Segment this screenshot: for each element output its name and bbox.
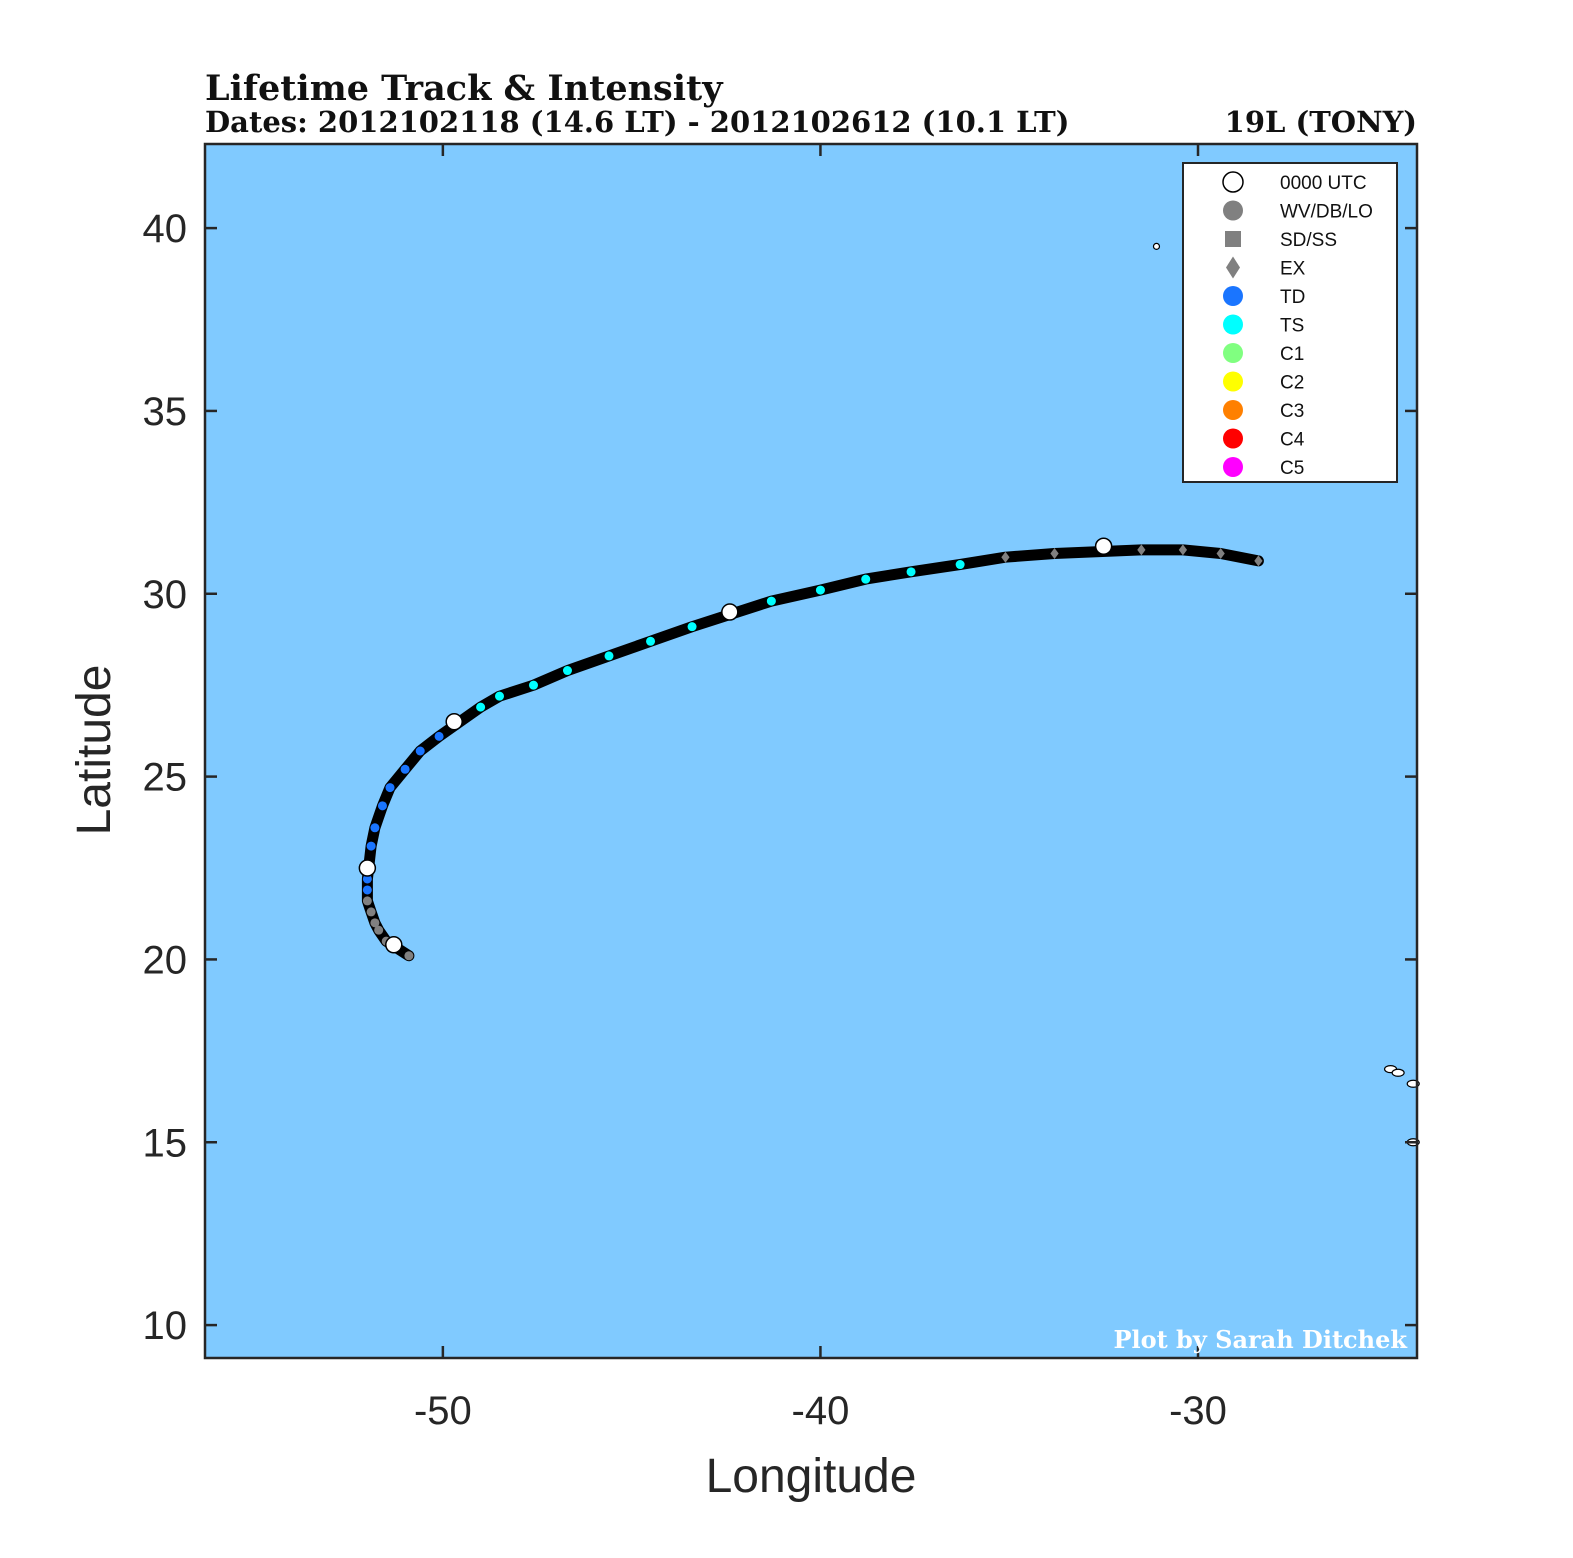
legend-label-4: TD xyxy=(1280,287,1305,308)
map-dates-subtitle: Dates: 2012102118 (14.6 LT) - 2012102612… xyxy=(205,105,1069,139)
track-point-ts-20 xyxy=(646,636,656,646)
map-title: Lifetime Track & Intensity xyxy=(205,68,724,109)
track-point-ex-30 xyxy=(1178,544,1188,556)
legend-marker-0 xyxy=(1222,171,1244,193)
track-point-ts-26 xyxy=(955,560,965,570)
plot-credit: Plot by Sarah Ditchek xyxy=(1113,1325,1408,1354)
legend-label-2: SD/SS xyxy=(1280,230,1337,251)
y-tick-label-0: 10 xyxy=(143,1304,188,1348)
utc0000-points-layer xyxy=(358,537,1113,954)
y-tick-label-6: 40 xyxy=(143,207,188,251)
storm-name: 19L (TONY) xyxy=(1225,105,1417,139)
track-points-layer xyxy=(362,544,1263,961)
track-point-td-13 xyxy=(415,746,425,756)
track-point-lo-5 xyxy=(362,896,372,906)
track-point-ex-27 xyxy=(1001,551,1010,563)
track-point-td-6 xyxy=(362,885,372,895)
track-point-td-10 xyxy=(377,801,387,811)
legend-marker-5 xyxy=(1223,314,1243,335)
track-point-ts-16 xyxy=(495,691,505,701)
y-axis-label: Latitude xyxy=(68,665,121,836)
legend-marker-4 xyxy=(1223,286,1243,306)
utc0000-point-2 xyxy=(445,712,463,731)
legend-label-10: C5 xyxy=(1280,458,1304,479)
utc0000-point-1 xyxy=(358,859,377,877)
legend-label-7: C2 xyxy=(1280,373,1304,394)
track-point-ex-28 xyxy=(1050,548,1059,560)
track-point-ts-24 xyxy=(861,574,871,584)
legend-marker-8 xyxy=(1223,400,1243,420)
track-point-lo-2 xyxy=(374,925,384,935)
track-point-ts-25 xyxy=(906,567,916,577)
island-0 xyxy=(1152,242,1161,250)
legend-marker-7 xyxy=(1223,371,1243,392)
map-legend: 0000 UTC WV/DB/LO SD/SS EX TD TS C1 C2 C3 C4 C5 xyxy=(1182,162,1398,483)
legend-label-5: TS xyxy=(1280,316,1304,337)
legend-label-0: 0000 UTC xyxy=(1280,173,1367,194)
track-point-ts-23 xyxy=(815,585,825,595)
x-tick-label-1: -40 xyxy=(792,1389,850,1433)
legend-marker-1 xyxy=(1223,200,1243,221)
track-point-td-11 xyxy=(385,783,395,793)
track-point-td-7 xyxy=(362,874,372,884)
x-tick-label-2: -30 xyxy=(1169,1389,1227,1433)
track-point-ex-31 xyxy=(1216,548,1225,560)
track-point-td-12 xyxy=(400,764,410,774)
track-point-ts-19 xyxy=(604,651,614,661)
y-tick-label-5: 35 xyxy=(143,390,188,434)
y-tick-label-2: 20 xyxy=(143,938,188,982)
y-tick-label-4: 30 xyxy=(143,573,188,617)
island-2 xyxy=(1391,1068,1405,1077)
legend-label-9: C4 xyxy=(1280,430,1305,451)
track-point-ts-21 xyxy=(687,622,697,632)
track-point-lo-4 xyxy=(366,907,376,917)
legend-label-8: C3 xyxy=(1280,401,1304,422)
legend-marker-3 xyxy=(1226,256,1240,279)
track-point-ts-18 xyxy=(562,666,572,676)
utc0000-point-0 xyxy=(385,936,403,954)
y-tick-label-1: 15 xyxy=(143,1121,188,1165)
legend-label-3: EX xyxy=(1280,259,1306,280)
map-frame xyxy=(203,142,1419,1360)
track-point-ex-29 xyxy=(1137,544,1146,556)
y-tick-label-3: 25 xyxy=(143,756,188,800)
x-axis-label: Longitude xyxy=(706,1450,917,1503)
track-point-ts-15 xyxy=(476,702,486,712)
track-point-td-14 xyxy=(434,731,444,741)
utc0000-point-4 xyxy=(1094,537,1113,555)
utc0000-point-3 xyxy=(721,603,739,621)
track-point-ts-22 xyxy=(766,596,776,606)
track-point-td-8 xyxy=(366,841,376,851)
legend-label-6: C1 xyxy=(1280,344,1304,365)
legend-marker-2 xyxy=(1225,231,1241,247)
legend-box xyxy=(1182,162,1398,483)
legend-marker-9 xyxy=(1223,428,1243,449)
track-point-lo-0 xyxy=(404,951,414,961)
track-point-lo-3 xyxy=(370,918,380,928)
track-point-ts-17 xyxy=(528,680,538,690)
axis-ticks: -50 -40 -30 10 15 20 25 30 35 40 xyxy=(143,144,1417,1433)
x-tick-label-0: -50 xyxy=(414,1389,472,1433)
legend-marker-10 xyxy=(1223,457,1243,477)
legend-marker-6 xyxy=(1223,343,1243,363)
legend-label-1: WV/DB/LO xyxy=(1280,202,1373,223)
track-point-td-9 xyxy=(370,823,380,833)
track-point-ex-32 xyxy=(1254,555,1263,567)
